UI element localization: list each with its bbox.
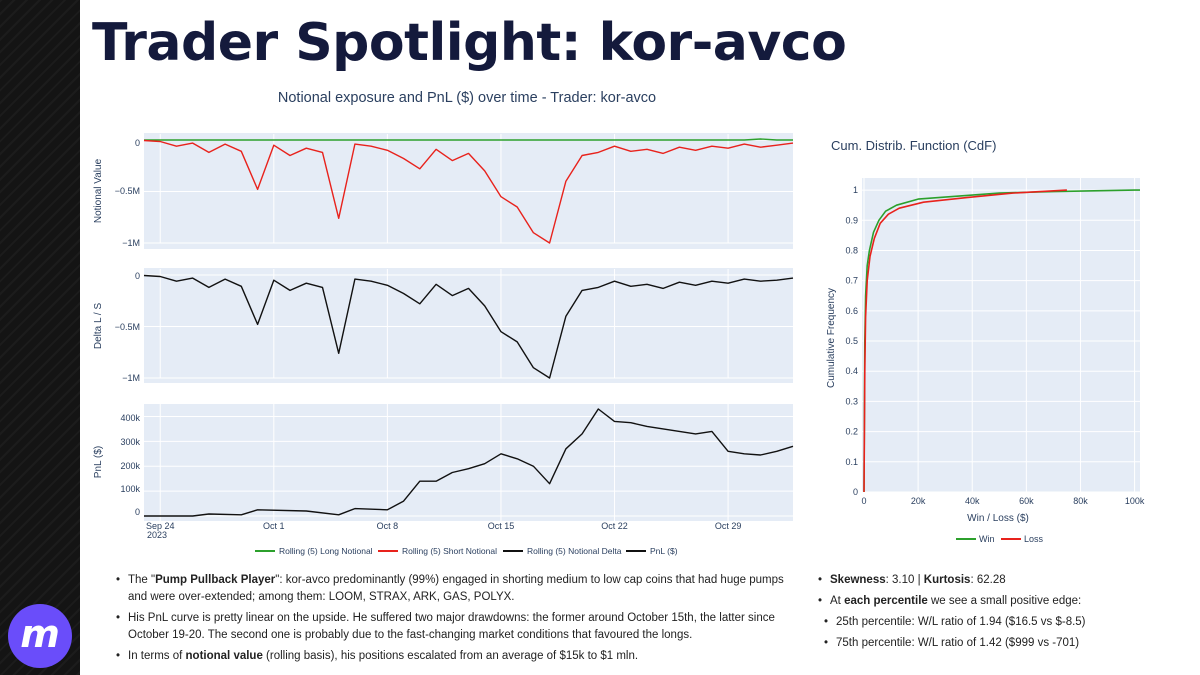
cdf-x-tick-label: 60k — [1019, 496, 1034, 506]
x-tick-label: Oct 15 — [488, 521, 515, 531]
cdf-x-tick-label: 0 — [861, 496, 866, 506]
series-line-rolling-5-notional-delta — [143, 274, 794, 379]
brand-logo: m — [8, 604, 72, 668]
charts-area: Notional exposure and PnL ($) over time … — [93, 90, 1145, 556]
x-tick-label: Oct 1 — [263, 521, 285, 531]
legend-label-short: Rolling (5) Short Notional — [402, 546, 497, 556]
x-tick-label: Oct 8 — [377, 521, 399, 531]
cdf-y-tick-label: 0.4 — [845, 366, 858, 376]
bullet-text: ": kor-avco predominantly (99%) engaged … — [128, 574, 784, 603]
cdf-legend-label-win: Win — [979, 534, 995, 544]
bullet-item: 25th percentile: W/L ratio of 1.94 ($16.… — [824, 614, 1188, 631]
cdf-y-tick-label: 0.5 — [845, 336, 858, 346]
x-tick-label: Oct 29 — [715, 521, 742, 531]
cdf-gridlines — [862, 178, 1140, 493]
panel-2-ytick: −1M — [122, 373, 140, 383]
bullet-item: His PnL curve is pretty linear on the up… — [116, 610, 806, 644]
bullet-text: In terms of — [128, 650, 186, 662]
cdf-chart-title: Cum. Distrib. Function (CdF) — [831, 138, 996, 153]
cdf-plot-area — [862, 178, 1140, 492]
bullet-bold: Kurtosis — [923, 574, 971, 586]
bullet-bold: Pump Pullback Player — [155, 574, 276, 586]
cdf-x-tick-label: 100k — [1125, 496, 1145, 506]
bullet-text: 25th percentile: W/L ratio of 1.94 ($16.… — [836, 616, 1086, 628]
cdf-series-loss — [863, 189, 1067, 493]
cdf-y-tick-label: 0.1 — [845, 457, 858, 467]
cdf-y-tick-label: 0.3 — [845, 396, 858, 406]
series-line-pnl- — [144, 408, 794, 517]
cdf-y-tick-label: 0.9 — [845, 215, 858, 225]
cdf-x-tick-label: 80k — [1073, 496, 1088, 506]
panel-3-ytick: 200k — [120, 461, 140, 471]
bullet-bold: each percentile — [844, 595, 928, 607]
panel-1-ytick: 0 — [135, 138, 140, 148]
bullet-text: (rolling basis), his positions escalated… — [262, 650, 639, 662]
sidebar-texture — [0, 0, 80, 675]
bullet-text: His PnL curve is pretty linear on the up… — [128, 612, 775, 641]
bullet-bold: Skewness — [830, 574, 886, 586]
cdf-y-tick-label: 0.7 — [845, 276, 858, 286]
cdf-x-tick-label: 40k — [965, 496, 980, 506]
cdf-x-tick-label: 20k — [911, 496, 926, 506]
bullet-item: Skewness: 3.10 | Kurtosis: 62.28 — [818, 572, 1188, 589]
cdf-y-tick-label: 1 — [853, 185, 858, 195]
panel-1-ytick: −1M — [122, 238, 140, 248]
panel-2-ytick: 0 — [135, 271, 140, 281]
decorative-sidebar: m — [0, 0, 80, 675]
x-tick-label: Oct 22 — [601, 521, 628, 531]
slide-title: Trader Spotlight: kor-avco — [92, 13, 847, 73]
bullet-item: The "Pump Pullback Player": kor-avco pre… — [116, 572, 806, 606]
left-bullet-list: The "Pump Pullback Player": kor-avco pre… — [116, 572, 806, 669]
bullet-item: 75th percentile: W/L ratio of 1.42 ($999… — [824, 635, 1188, 652]
bullet-text: : 3.10 | — [885, 574, 924, 586]
left-chart-series — [143, 138, 794, 517]
left-chart-legend: Rolling (5) Long Notional Rolling (5) Sh… — [255, 546, 678, 556]
series-line-rolling-5-long-notional — [144, 138, 793, 141]
panel-3-plot-area — [144, 404, 793, 521]
x-tick-year: 2023 — [147, 530, 167, 540]
brand-logo-letter: m — [20, 612, 60, 656]
legend-label-long: Rolling (5) Long Notional — [279, 546, 373, 556]
cdf-xlabel: Win / Loss ($) — [967, 513, 1029, 524]
legend-label-pnl: PnL ($) — [650, 546, 678, 556]
chart-title: Notional exposure and PnL ($) over time … — [278, 90, 656, 106]
cdf-y-tick-label: 0.6 — [845, 306, 858, 316]
x-tick-label: Sep 24 — [146, 521, 175, 531]
cdf-legend-label-loss: Loss — [1024, 534, 1044, 544]
panel-3-ytick: 0 — [135, 507, 140, 517]
cdf-ylabel: Cumulative Frequency — [826, 288, 837, 388]
cdf-xticks: 0 20k 40k 60k 80k 100k — [861, 496, 1144, 506]
cdf-legend: Win Loss — [956, 534, 1044, 544]
bullet-text: The " — [128, 574, 156, 586]
bullet-text: 75th percentile: W/L ratio of 1.42 ($999… — [836, 637, 1080, 649]
panel-3-ytick: 300k — [120, 437, 140, 447]
cdf-y-tick-label: 0.8 — [845, 245, 858, 255]
cdf-y-tick-label: 0 — [853, 487, 858, 497]
bullet-item: At each percentile we see a small positi… — [818, 593, 1188, 610]
bullet-text: At — [830, 595, 845, 607]
panel-2-ytick: −0.5M — [115, 322, 140, 332]
panel-2-ylabel: Delta L / S — [93, 303, 104, 350]
panel-3-ylabel: PnL ($) — [93, 446, 104, 478]
bullet-text: : 62.28 — [970, 574, 1006, 586]
right-bullet-list: Skewness: 3.10 | Kurtosis: 62.28 At each… — [818, 572, 1188, 656]
cdf-y-tick-label: 0.2 — [845, 427, 858, 437]
panel-3-ytick: 400k — [120, 413, 140, 423]
panel-2-plot-area — [144, 268, 793, 383]
panel-1-ytick: −0.5M — [115, 186, 140, 196]
legend-label-delta: Rolling (5) Notional Delta — [527, 546, 622, 556]
panel-1-ylabel: Notional Value — [93, 158, 104, 223]
series-line-rolling-5-short-notional — [143, 139, 794, 244]
bullet-bold: notional value — [185, 650, 263, 662]
bullet-text: we see a small positive edge: — [927, 595, 1082, 607]
panel-3-ytick: 100k — [120, 484, 140, 494]
bullet-item: In terms of notional value (rolling basi… — [116, 648, 806, 665]
cdf-series — [863, 189, 1140, 493]
cdf-yticks: 0 0.1 0.2 0.3 0.4 0.5 0.6 0.7 0.8 0.9 1 — [845, 185, 858, 497]
left-chart-xticks: Sep 24 Oct 1 Oct 8 Oct 15 Oct 22 Oct 29 — [146, 521, 741, 531]
